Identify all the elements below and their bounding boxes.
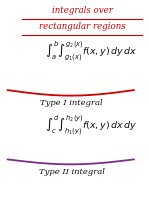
Text: $\int_a^b \int_{g_1(x)}^{g_2(x)} f(x,y)\, dy\, dx$: $\int_a^b \int_{g_1(x)}^{g_2(x)} f(x,y)\… xyxy=(45,40,137,63)
Text: integrals over: integrals over xyxy=(52,6,112,15)
Text: $\int_c^d \int_{h_1(y)}^{h_2(y)} f(x,y)\, dx\, dy$: $\int_c^d \int_{h_1(y)}^{h_2(y)} f(x,y)\… xyxy=(45,113,137,137)
Text: Type I integral: Type I integral xyxy=(40,99,103,107)
Text: rectangular regions: rectangular regions xyxy=(39,22,125,31)
Text: Type II integral: Type II integral xyxy=(39,168,104,176)
